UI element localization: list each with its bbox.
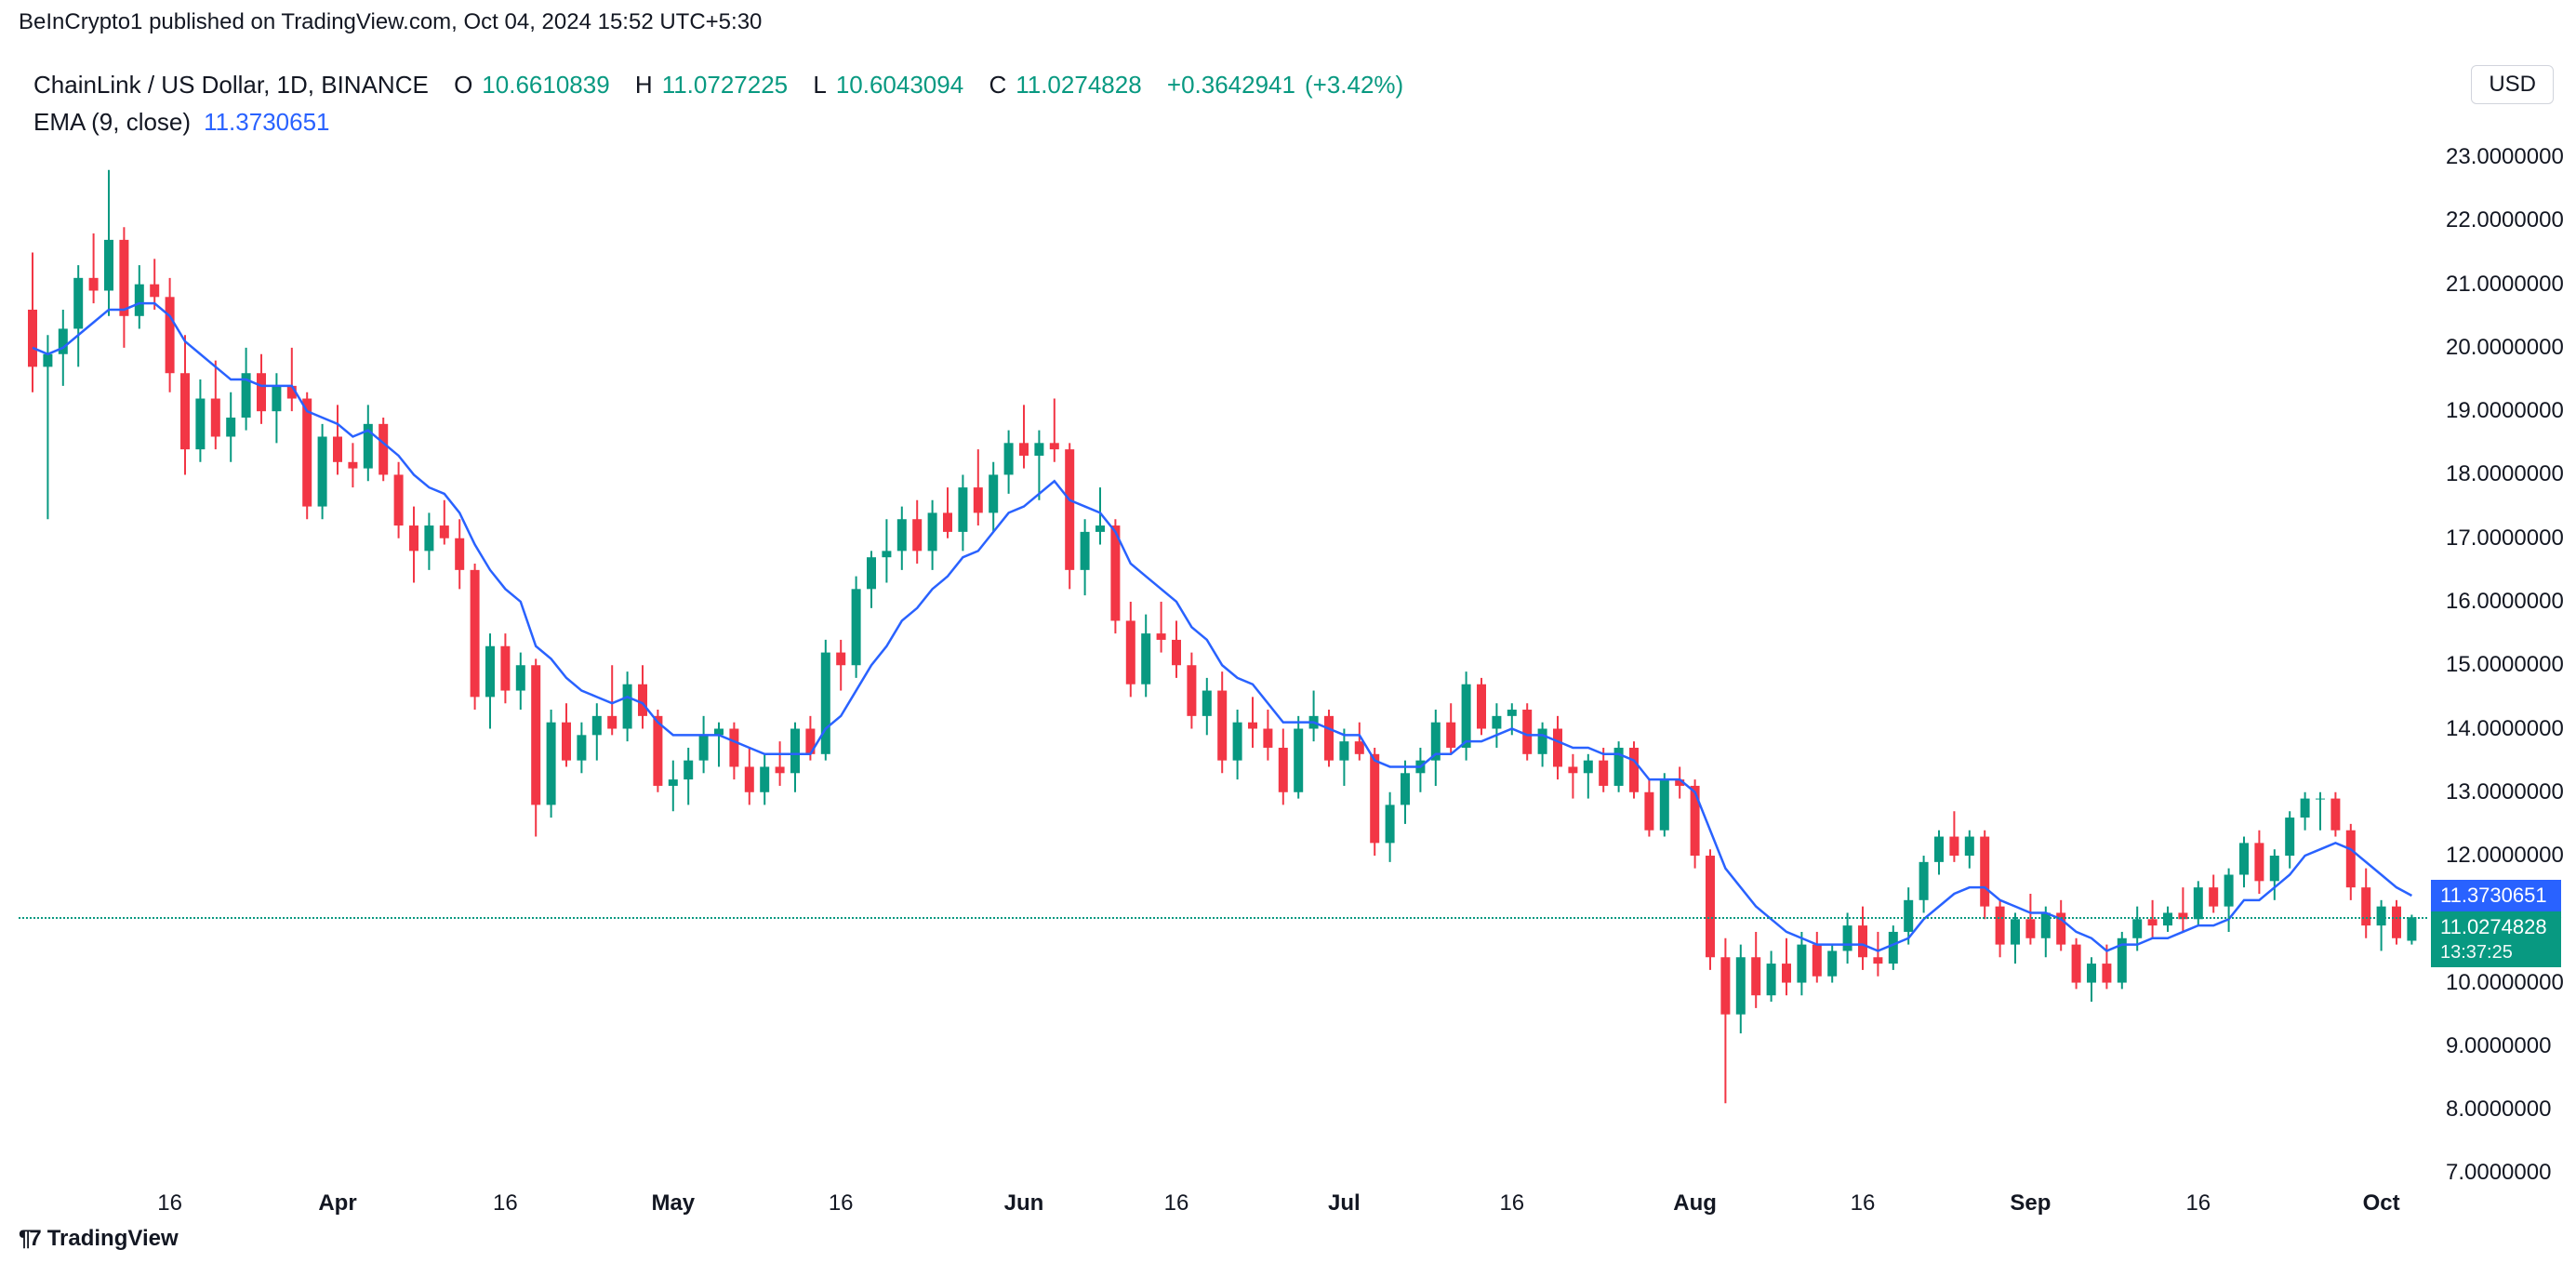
x-tick: 16 bbox=[1851, 1190, 1876, 1216]
x-tick: 16 bbox=[157, 1190, 182, 1216]
y-tick: 16.0000000 bbox=[2446, 589, 2564, 615]
y-tick: 21.0000000 bbox=[2446, 272, 2564, 298]
x-tick: 16 bbox=[1499, 1190, 1524, 1216]
ohlc-l-val: 10.6043094 bbox=[836, 71, 963, 100]
ohlc-c-val: 11.0274828 bbox=[1016, 71, 1141, 100]
tradingview-logo: ¶7 TradingView bbox=[19, 1226, 179, 1252]
x-tick: Apr bbox=[318, 1190, 356, 1216]
y-tick: 8.0000000 bbox=[2446, 1097, 2551, 1123]
x-tick: Aug bbox=[1673, 1190, 1717, 1216]
publisher-line: BeInCrypto1 published on TradingView.com… bbox=[19, 9, 762, 35]
x-tick: Jul bbox=[1328, 1190, 1361, 1216]
ema-price-label: 11.3730651 bbox=[2431, 880, 2561, 911]
y-tick: 23.0000000 bbox=[2446, 144, 2564, 170]
ohlc-o-label: O bbox=[454, 71, 472, 100]
x-tick: 16 bbox=[1164, 1190, 1189, 1216]
time-axis[interactable]: 16 Apr 16 May 16 Jun 16 Jul 16 Aug 16 Sep 16 Oct bbox=[19, 1190, 2427, 1228]
ohlc-h-val: 11.0727225 bbox=[662, 71, 788, 100]
change-val: +0.3642941 bbox=[1167, 71, 1295, 100]
y-tick: 7.0000000 bbox=[2446, 1160, 2551, 1186]
ohlc-o-val: 10.6610839 bbox=[482, 71, 609, 100]
close-price-label: 11.027482813:37:25 bbox=[2431, 911, 2561, 967]
x-tick: Sep bbox=[2010, 1190, 2051, 1216]
x-tick: May bbox=[651, 1190, 695, 1216]
y-tick: 14.0000000 bbox=[2446, 716, 2564, 742]
currency-badge[interactable]: USD bbox=[2471, 65, 2554, 104]
y-tick: 15.0000000 bbox=[2446, 652, 2564, 678]
y-tick: 20.0000000 bbox=[2446, 335, 2564, 361]
change-pct: (+3.42%) bbox=[1305, 71, 1403, 100]
y-tick: 13.0000000 bbox=[2446, 779, 2564, 805]
y-tick: 18.0000000 bbox=[2446, 461, 2564, 487]
logo-text: TradingView bbox=[47, 1226, 179, 1252]
x-tick: Oct bbox=[2363, 1190, 2400, 1216]
y-tick: 22.0000000 bbox=[2446, 207, 2564, 233]
symbol-ohlc-row: ChainLink / US Dollar, 1D, BINANCE O 10.6… bbox=[33, 71, 1403, 100]
y-tick: 17.0000000 bbox=[2446, 525, 2564, 552]
price-axis[interactable]: 7.00000008.00000009.000000010.000000011.… bbox=[2446, 126, 2576, 1186]
y-tick: 19.0000000 bbox=[2446, 398, 2564, 424]
ohlc-c-label: C bbox=[989, 71, 1006, 100]
close-price-line bbox=[19, 917, 2427, 919]
x-tick: 16 bbox=[829, 1190, 854, 1216]
y-tick: 10.0000000 bbox=[2446, 970, 2564, 996]
candlestick-chart[interactable] bbox=[19, 126, 2427, 1186]
ohlc-l-label: L bbox=[813, 71, 826, 100]
tv-icon: ¶7 bbox=[19, 1226, 40, 1252]
ohlc-h-label: H bbox=[635, 71, 653, 100]
x-tick: 16 bbox=[493, 1190, 518, 1216]
y-tick: 12.0000000 bbox=[2446, 843, 2564, 869]
x-tick: 16 bbox=[2185, 1190, 2211, 1216]
x-tick: Jun bbox=[1004, 1190, 1044, 1216]
y-tick: 9.0000000 bbox=[2446, 1033, 2551, 1059]
symbol-name: ChainLink / US Dollar, 1D, BINANCE bbox=[33, 71, 429, 100]
